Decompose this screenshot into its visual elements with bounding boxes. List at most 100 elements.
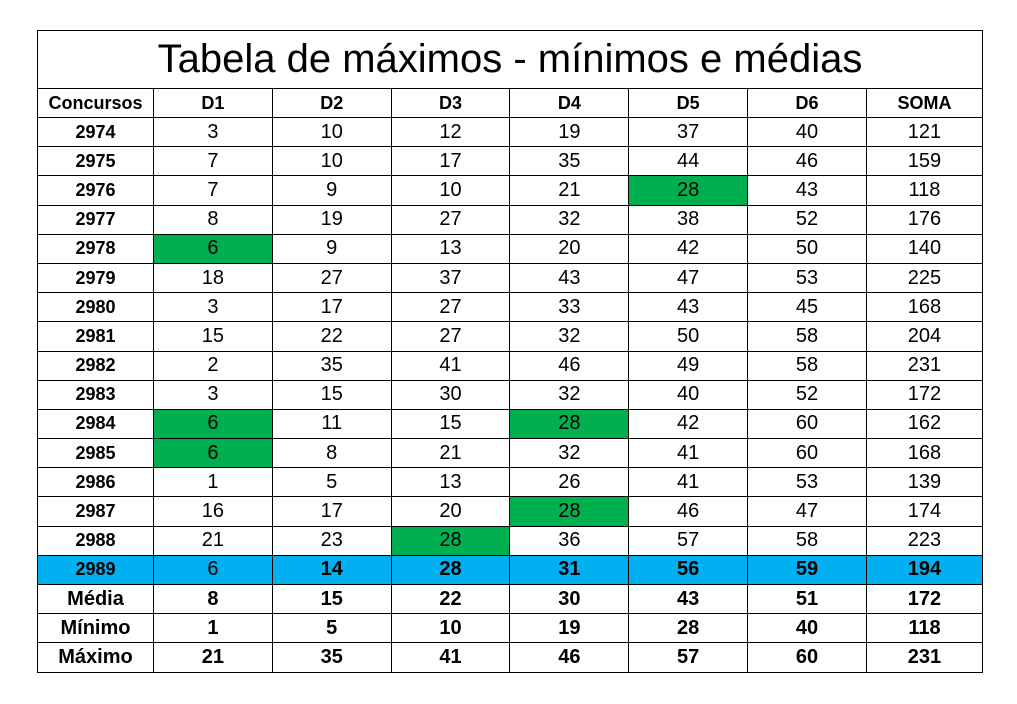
summary-cell: 231 [865,642,984,673]
cell: 57 [628,525,749,556]
data-row: 2977 8 19 27 32 38 52 176 [37,204,984,235]
cell: 35 [271,350,392,381]
cell: 19 [271,204,392,235]
cell: 2982 [37,350,154,381]
cell: 223 [865,525,984,556]
cell: 2 [153,350,273,381]
summary-cell: 22 [390,583,511,615]
cell: 20 [509,233,630,264]
cell: 50 [628,321,749,352]
summary-cell: 60 [747,642,867,673]
cell: 56 [628,554,749,586]
cell: 2985 [37,438,154,469]
cell: 231 [865,350,984,381]
data-row: 2986 1 5 13 26 41 53 139 [37,467,984,498]
cell: 40 [628,379,749,410]
cell: 2984 [37,408,154,440]
cell: 3 [153,116,273,148]
cell: 14 [271,554,392,586]
cell: 21 [509,175,630,206]
cell: 21 [153,525,273,556]
summary-cell: Máximo [37,642,154,673]
cell: 21 [390,438,511,469]
summary-cell: 35 [271,642,392,673]
summary-cell: Média [37,583,154,615]
cell: 13 [390,467,511,498]
cell: 139 [865,467,984,498]
cell: 15 [390,408,511,440]
cell: 37 [628,116,749,148]
column-header: D1 [153,88,273,118]
cell: 27 [390,292,511,323]
cell: 36 [509,525,630,556]
cell: 30 [390,379,511,410]
cell: 1 [153,467,273,498]
cell: 10 [390,175,511,206]
data-row: 2978 6 9 13 20 42 50 140 [37,233,984,264]
cell: 7 [153,146,273,177]
data-row: 2980 3 17 27 33 43 45 168 [37,292,984,323]
data-row: 2981 15 22 27 32 50 58 204 [37,321,984,352]
data-row: 2984 6 11 15 28 42 60 162 [37,408,984,440]
summary-cell: 118 [865,613,984,644]
data-row: 2976 7 9 10 21 28 43 118 [37,175,984,206]
summary-cell: 46 [509,642,630,673]
cell: 27 [390,321,511,352]
cell: 41 [390,350,511,381]
summary-cell: 51 [747,583,867,615]
cell: 52 [747,204,867,235]
data-row: 2979 18 27 37 43 47 53 225 [37,262,984,294]
cell: 174 [865,496,984,527]
column-header: Concursos [37,88,154,118]
cell: 9 [271,233,392,264]
summary-cell: 28 [628,613,749,644]
cell: 2977 [37,204,154,235]
cell: 58 [747,321,867,352]
cell: 8 [271,438,392,469]
summary-cell: 21 [153,642,273,673]
cell: 32 [509,321,630,352]
cell: 58 [747,525,867,556]
cell: 2978 [37,233,154,264]
cell: 162 [865,408,984,440]
cell: 40 [747,116,867,148]
summary-cell: 57 [628,642,749,673]
cell: 32 [509,438,630,469]
cell: 2987 [37,496,154,527]
cell: 27 [271,262,392,294]
table-title: Tabela de máximos - mínimos e médias [37,30,983,89]
summary-cell: 30 [509,583,630,615]
summary-cell: 1 [153,613,273,644]
cell: 7 [153,175,273,206]
cell: 15 [153,321,273,352]
summary-row: Mínimo 1 5 10 19 28 40 118 [37,613,984,644]
cell: 43 [509,262,630,294]
summary-cell: 172 [865,583,984,615]
summary-cell: 41 [390,642,511,673]
cell: 27 [390,204,511,235]
cell: 46 [628,496,749,527]
cell: 20 [390,496,511,527]
summary-row: Máximo 21 35 41 46 57 60 231 [37,642,984,673]
column-header: D5 [628,88,749,118]
summary-cell: 43 [628,583,749,615]
data-row: 2974 3 10 12 19 37 40 121 [37,116,984,148]
cell: 28 [509,496,630,527]
column-header: D2 [271,88,392,118]
cell: 3 [153,292,273,323]
summary-cell: Mínimo [37,613,154,644]
cell: 16 [153,496,273,527]
cell: 6 [153,233,273,264]
cell: 60 [747,408,867,440]
cell: 43 [747,175,867,206]
cell: 53 [747,467,867,498]
cell: 47 [628,262,749,294]
cell: 194 [865,554,984,586]
summary-cell: 8 [153,583,273,615]
cell: 17 [271,496,392,527]
cell: 47 [747,496,867,527]
column-header: SOMA [865,88,984,118]
cell: 8 [153,204,273,235]
data-row: 2983 3 15 30 32 40 52 172 [37,379,984,410]
cell: 41 [628,438,749,469]
